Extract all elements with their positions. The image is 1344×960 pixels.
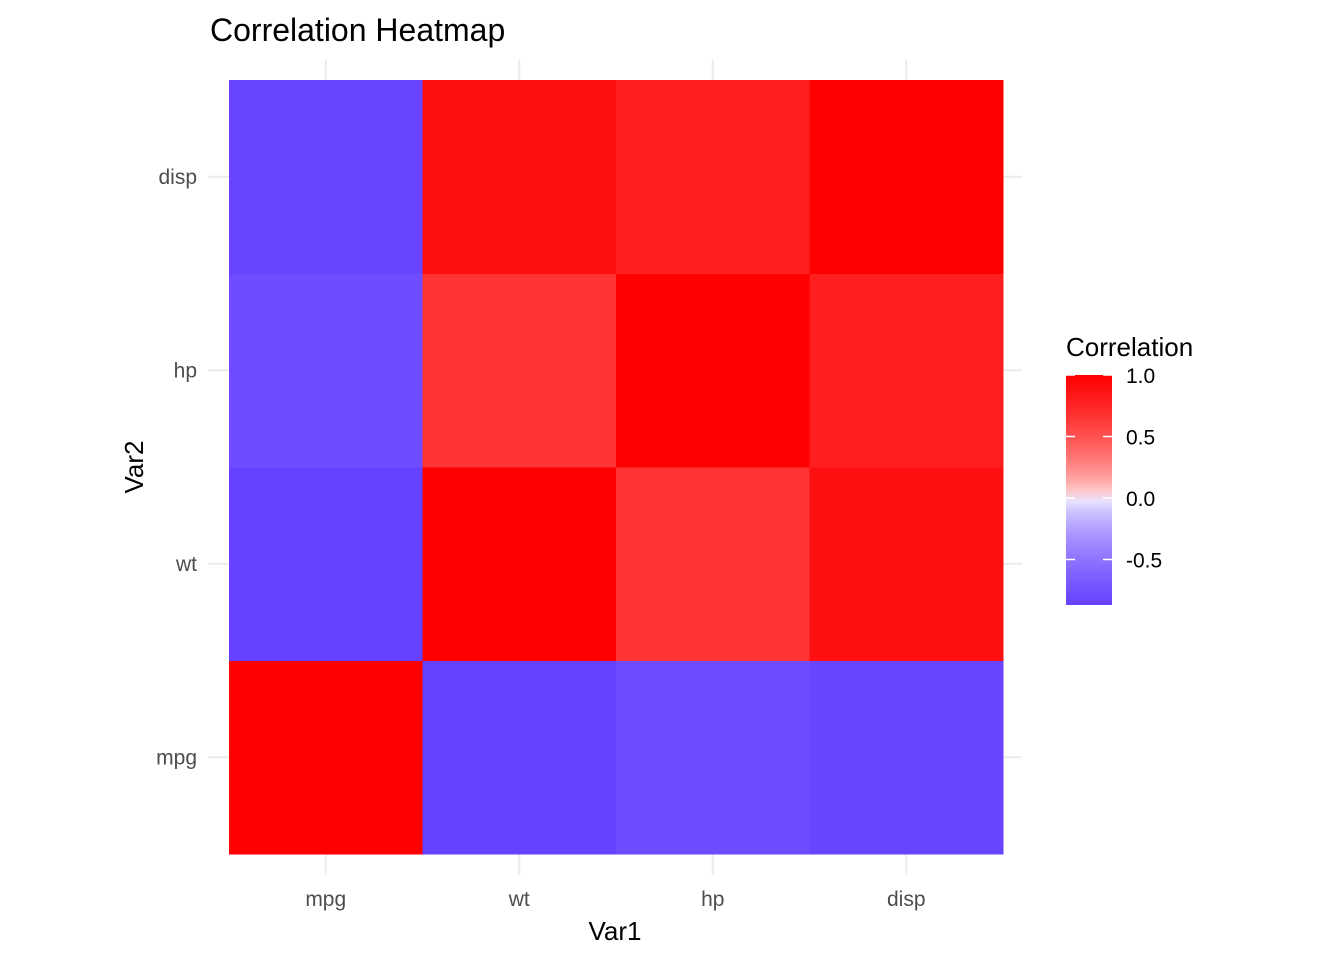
legend-tick-label: 1.0 [1126,365,1155,388]
x-tick-label: wt [508,888,530,911]
heatmap-cell [229,467,423,661]
heatmap-cell [809,80,1004,274]
legend-title: Correlation [1066,332,1193,362]
heatmap-cell [229,660,423,855]
y-axis-ticks: mpg wt hp disp [156,166,197,770]
legend-colorbar [1066,375,1112,605]
legend-tick-label: 0.0 [1126,488,1155,511]
heatmap-cell [422,273,617,468]
heatmap-cell [422,467,617,661]
legend-tick-label: -0.5 [1126,549,1162,572]
x-tick-label: mpg [305,888,346,911]
x-tick-label: disp [887,888,926,911]
heatmap-cell [809,273,1004,468]
x-axis-title: Var1 [589,916,642,946]
legend-ticks: 1.0 0.5 0.0 -0.5 [1066,365,1162,572]
y-tick-label: hp [174,359,197,382]
y-tick-label: mpg [156,746,197,769]
heatmap-cell [616,273,810,468]
heatmap-cell [422,660,617,855]
heatmap-cell [616,467,810,661]
heatmap-cell [809,660,1004,855]
legend-tick-label: 0.5 [1126,426,1155,449]
y-axis-title: Var2 [119,441,149,494]
heatmap-cell [422,80,617,274]
heatmap-cell [616,80,810,274]
y-tick-label: wt [175,553,197,576]
chart-title: Correlation Heatmap [210,12,505,48]
heatmap-cells [229,80,1004,855]
x-tick-label: hp [701,888,724,911]
heatmap-cell [616,660,810,855]
heatmap-cell [809,467,1004,661]
x-axis-ticks: mpg wt hp disp [305,888,925,911]
y-tick-label: disp [158,166,197,189]
heatmap-cell [229,273,423,468]
heatmap-cell [229,80,423,274]
